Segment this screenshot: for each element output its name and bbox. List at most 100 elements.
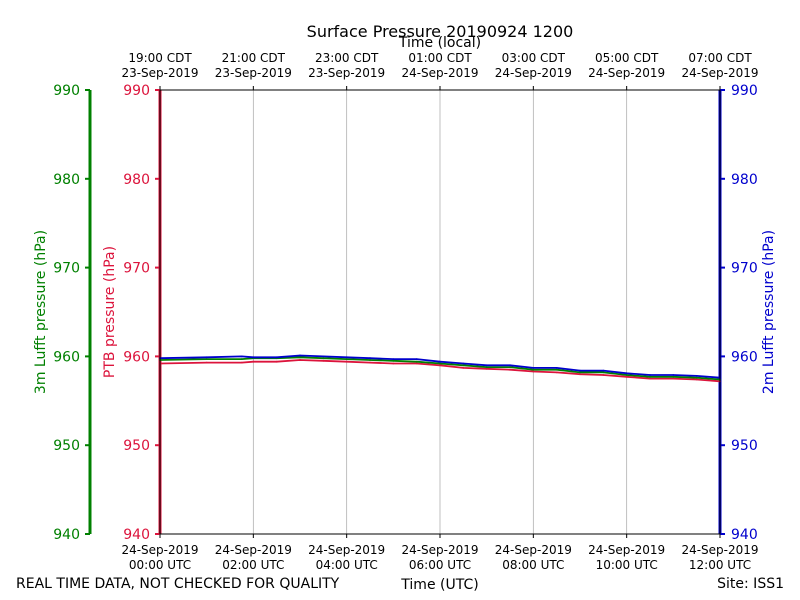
x-tick-time: 12:00 UTC <box>689 558 751 572</box>
series-point-ptb <box>240 361 243 364</box>
series-line-lufft3m <box>159 356 721 381</box>
series-point-ptb <box>695 378 698 381</box>
top-tick-date: 23-Sep-2019 <box>121 66 198 80</box>
x-axis-label: Time (UTC) <box>400 577 478 593</box>
series-point-lufft3m <box>240 358 243 360</box>
series-point-lufft2m <box>695 375 698 377</box>
top-tick-date: 24-Sep-2019 <box>401 66 478 80</box>
series-point-lufft2m <box>252 356 255 359</box>
series-point-lufft2m <box>240 355 243 358</box>
y-tick-label: 980 <box>53 172 80 188</box>
series-point-ptb <box>205 361 208 364</box>
y-tick-label: 970 <box>53 261 80 277</box>
series-line-ptb <box>159 359 721 383</box>
y-tick-label: 940 <box>53 527 80 543</box>
top-tick-date: 24-Sep-2019 <box>681 66 758 80</box>
series-point-lufft3m <box>299 356 301 359</box>
series-point-ptb <box>345 360 348 363</box>
x-tick-date: 24-Sep-2019 <box>401 543 478 557</box>
y-tick-label: 950 <box>731 438 758 454</box>
top-tick-date: 24-Sep-2019 <box>495 66 572 80</box>
site-label: Site: ISS1 <box>717 576 784 592</box>
series-line-lufft2m <box>159 354 721 379</box>
series-point-ptb <box>649 377 651 380</box>
series-point-lufft2m <box>625 372 628 375</box>
series-point-lufft3m <box>345 358 348 360</box>
y-tick-label: 960 <box>123 349 150 365</box>
top-tick-time: 21:00 CDT <box>222 51 286 65</box>
series-point-lufft2m <box>439 360 441 363</box>
series-point-ptb <box>275 360 278 363</box>
series-point-lufft3m <box>392 359 395 362</box>
series-point-lufft3m <box>509 366 511 368</box>
series-point-lufft2m <box>322 355 325 358</box>
series-point-lufft3m <box>462 364 465 367</box>
series-point-lufft3m <box>672 375 675 378</box>
y-tick-label: 970 <box>731 261 758 277</box>
series-point-lufft3m <box>485 366 488 368</box>
x-tick-time: 00:00 UTC <box>129 558 191 572</box>
series-point-lufft2m <box>415 358 418 360</box>
top-tick-time: 23:00 CDT <box>315 51 379 65</box>
quality-disclaimer: REAL TIME DATA, NOT CHECKED FOR QUALITY <box>16 576 340 592</box>
series-point-lufft3m <box>625 374 628 376</box>
series-lines <box>159 354 721 383</box>
series-point-ptb <box>252 360 255 363</box>
x-tick-time: 10:00 UTC <box>596 558 658 572</box>
top-tick-date: 23-Sep-2019 <box>215 66 292 80</box>
series-point-lufft3m <box>695 376 698 379</box>
y-tick-label: 960 <box>53 349 80 365</box>
y-tick-label: 970 <box>123 261 150 277</box>
series-point-lufft2m <box>649 374 651 376</box>
series-point-lufft3m <box>555 368 558 371</box>
series-point-lufft3m <box>205 358 208 360</box>
y-tick-label: 950 <box>123 438 150 454</box>
top-tick-date: 24-Sep-2019 <box>588 66 665 80</box>
series-point-lufft2m <box>462 362 465 365</box>
y-tick-label: 990 <box>53 83 80 99</box>
y-tick-label: 980 <box>731 172 758 188</box>
series-point-ptb <box>672 377 675 380</box>
series-point-ptb <box>555 371 558 374</box>
y-tick-label: 940 <box>731 527 758 543</box>
top-axis-label: Time (local) <box>398 35 481 51</box>
series-point-lufft2m <box>555 367 558 369</box>
series-point-lufft3m <box>415 360 418 363</box>
top-tick-date: 23-Sep-2019 <box>308 66 385 80</box>
y-axes: 940 950 960 970 980 990 3m Lufft pressure (hPa… <box>33 83 777 543</box>
chart-title: Surface Pressure 20190924 1200 <box>307 22 574 41</box>
series-point-lufft3m <box>322 357 325 360</box>
series-point-lufft2m <box>485 364 488 367</box>
y-tick-label: 990 <box>123 83 150 99</box>
series-point-lufft3m <box>649 375 651 378</box>
plot-frame <box>159 89 721 535</box>
x-tick-date: 24-Sep-2019 <box>308 543 385 557</box>
series-point-lufft3m <box>602 371 605 374</box>
y-tick-label: 950 <box>53 438 80 454</box>
x-tick-date: 24-Sep-2019 <box>121 543 198 557</box>
y-tick-label: 960 <box>731 349 758 365</box>
series-point-ptb <box>369 361 371 364</box>
series-point-ptb <box>532 370 535 373</box>
y-axis-label-ptb: PTB pressure (hPa) <box>102 246 118 378</box>
series-point-lufft2m <box>579 369 581 372</box>
y-axis-label-lufft3m: 3m Lufft pressure (hPa) <box>33 230 49 394</box>
series-point-lufft3m <box>369 359 371 361</box>
x-tick-date: 24-Sep-2019 <box>681 543 758 557</box>
x-tick-time: 08:00 UTC <box>502 558 564 572</box>
top-tick-time: 05:00 CDT <box>595 51 659 65</box>
series-point-lufft2m <box>345 356 348 359</box>
x-tick-time: 04:00 UTC <box>316 558 378 572</box>
series-point-lufft3m <box>579 371 581 374</box>
series-point-ptb <box>415 362 418 365</box>
series-point-lufft2m <box>205 356 208 359</box>
x-tick-date: 24-Sep-2019 <box>588 543 665 557</box>
series-point-lufft2m <box>275 356 278 359</box>
series-point-ptb <box>322 359 325 362</box>
series-point-ptb <box>439 364 441 367</box>
y-tick-label: 980 <box>123 172 150 188</box>
x-tick-date: 24-Sep-2019 <box>495 543 572 557</box>
x-tick-date: 24-Sep-2019 <box>215 543 292 557</box>
series-point-lufft2m <box>299 354 301 357</box>
